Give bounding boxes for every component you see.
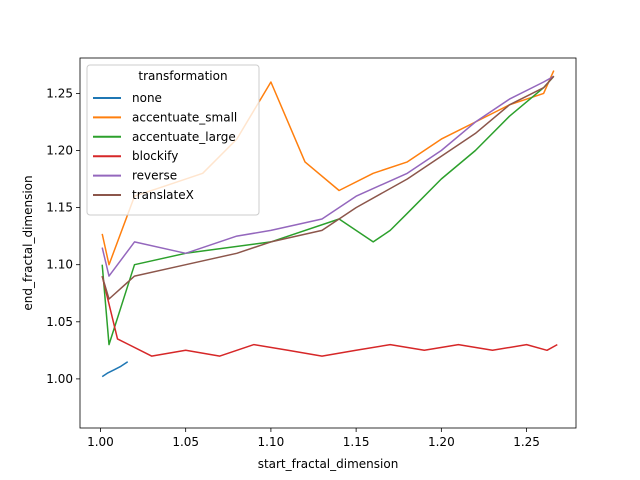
x-tick-label: 1.20	[428, 435, 455, 449]
legend-label: translateX	[132, 188, 194, 202]
y-tick-label: 1.05	[46, 315, 73, 329]
y-axis-label: end_fractal_dimension	[21, 175, 35, 310]
plot-frame	[79, 57, 577, 429]
series-layer	[101, 70, 558, 378]
legend-frame	[86, 64, 260, 216]
legend: transformation none accentuate_smallaccen…	[86, 64, 260, 216]
y-tick-label: 1.10	[46, 258, 73, 272]
legend-title: transformation	[138, 69, 227, 83]
legend-label: blockify	[132, 149, 178, 163]
series-line-reverse	[101, 75, 555, 277]
x-tick-label: 1.05	[172, 435, 199, 449]
x-tick-label: 1.25	[513, 435, 540, 449]
x-axis-label: start_fractal_dimension	[258, 457, 399, 471]
x-tick-label: 1.10	[258, 435, 285, 449]
x-tick-label: 1.00	[87, 435, 114, 449]
y-tick-label: 1.15	[46, 201, 73, 215]
y-tick-label: 1.25	[46, 86, 73, 100]
legend-label: none	[132, 91, 162, 105]
x-tick-label: 1.15	[343, 435, 370, 449]
series-line-translatex	[101, 75, 555, 300]
legend-label: reverse	[132, 169, 177, 183]
y-axis-ticks: 1.00 1.05 1.10 1.15 1.20 1.25	[46, 86, 80, 386]
legend-entries: none accentuate_small accentuate_largebloc…	[93, 91, 237, 202]
y-tick-label: 1.20	[46, 144, 73, 158]
x-axis-ticks: 1.00 1.05 1.10 1.15 1.20 1.25	[87, 428, 540, 449]
y-tick-label: 1.00	[46, 372, 73, 386]
legend-label: accentuate_large	[132, 130, 236, 144]
legend-label: accentuate_small	[132, 110, 237, 124]
series-line-accentuate-large	[101, 75, 555, 346]
series-line-none	[101, 361, 129, 378]
series-line-blockify	[101, 275, 558, 357]
